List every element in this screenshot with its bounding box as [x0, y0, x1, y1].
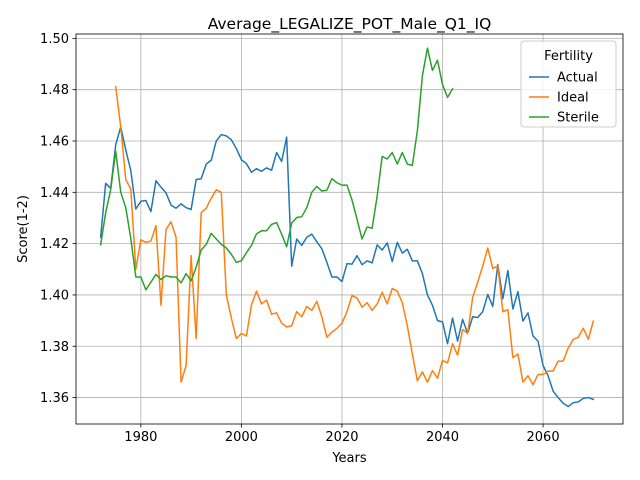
y-tick-label: 1.38	[40, 340, 69, 355]
y-tick-label: 1.44	[40, 186, 69, 201]
y-tick-label: 1.46	[40, 134, 69, 149]
x-tick-label: 2040	[426, 430, 459, 445]
y-tick-label: 1.36	[40, 391, 69, 406]
y-tick-label: 1.42	[40, 237, 69, 252]
y-tick-label: 1.50	[40, 32, 69, 47]
x-tick-label: 1980	[124, 430, 157, 445]
chart-title: Average_LEGALIZE_POT_Male_Q1_IQ	[208, 15, 492, 34]
legend-label-actual: Actual	[557, 71, 598, 86]
y-axis-label: Score(1-2)	[16, 195, 31, 263]
x-tick-label: 2060	[527, 430, 560, 445]
y-tick-label: 1.40	[40, 288, 69, 303]
x-tick-label: 2000	[225, 430, 258, 445]
legend: Fertility Actual Ideal Sterile	[521, 41, 616, 127]
y-tick-label: 1.48	[40, 83, 69, 98]
legend-label-sterile: Sterile	[557, 111, 599, 126]
x-tick-label: 2020	[325, 430, 358, 445]
legend-label-ideal: Ideal	[557, 91, 589, 106]
x-axis-label: Years	[331, 451, 367, 466]
legend-title: Fertility	[544, 49, 593, 64]
